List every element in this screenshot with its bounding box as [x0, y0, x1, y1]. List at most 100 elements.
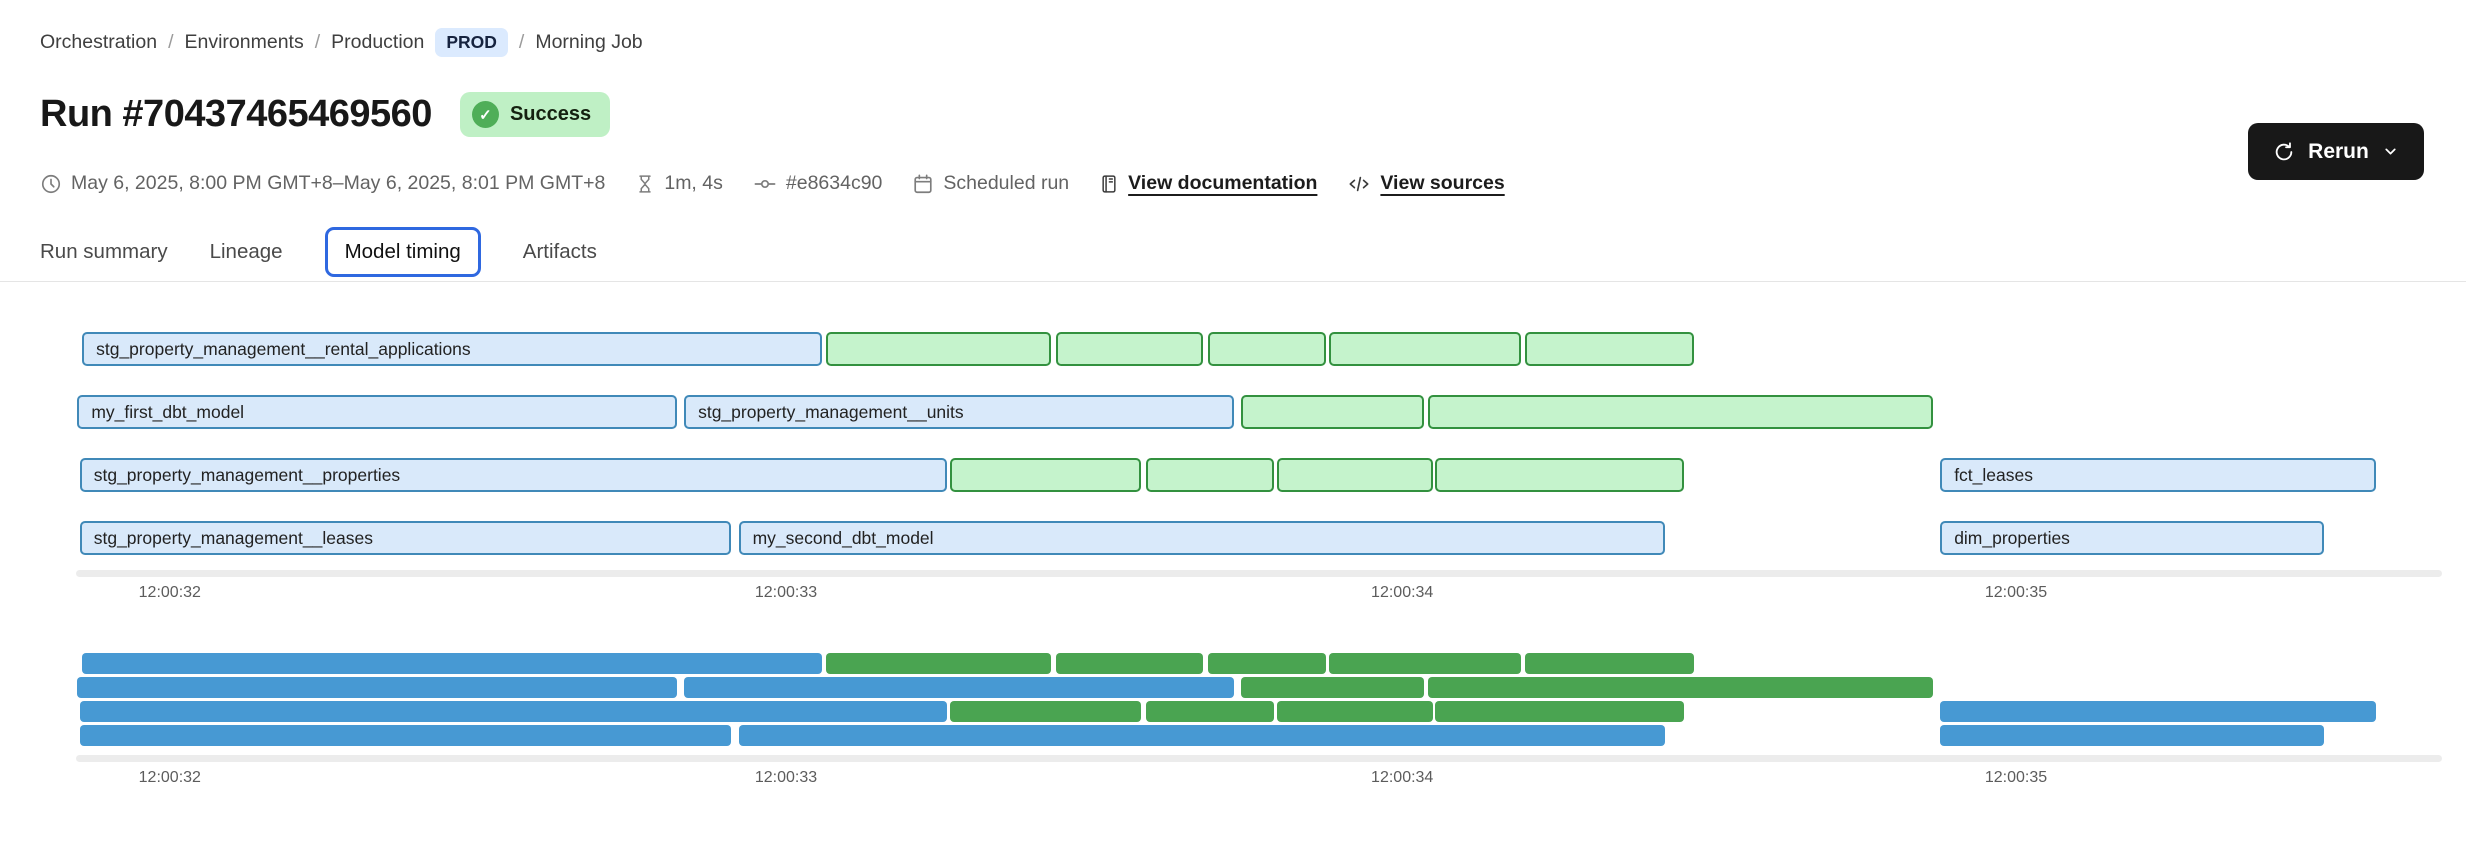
- model-bar-stg_property_management__units: [684, 677, 1234, 698]
- view-sources-link[interactable]: View sources: [1380, 172, 1505, 194]
- model-bar-my_second_dbt_model[interactable]: my_second_dbt_model: [738, 521, 1666, 555]
- timing-bar: [826, 653, 1052, 674]
- timing-bar: [1525, 653, 1694, 674]
- rerun-button[interactable]: Rerun: [2248, 123, 2424, 180]
- tab-artifacts[interactable]: Artifacts: [522, 240, 597, 263]
- minimap-row: [75, 653, 2445, 674]
- run-commit: #e8634c90: [753, 172, 883, 195]
- model-bar-stg_property_management__units[interactable]: stg_property_management__units: [684, 395, 1234, 429]
- timing-bar: [1428, 677, 1934, 698]
- breadcrumb-item-environments[interactable]: Environments: [184, 31, 304, 53]
- model-bar-stg_property_management__properties[interactable]: stg_property_management__properties: [79, 458, 948, 492]
- gantt-time-axis: 12:00:32 12:00:33 12:00:34 12:00:35: [75, 584, 2445, 606]
- timing-bar[interactable]: [1241, 395, 1424, 429]
- time-tick-label: 12:00:34: [1371, 584, 1434, 601]
- timing-bar: [949, 701, 1142, 722]
- clock-icon: [40, 173, 62, 195]
- page-title: Run #70437465469560: [40, 93, 432, 135]
- timing-bar[interactable]: [1428, 395, 1934, 429]
- refresh-icon: [2273, 141, 2295, 163]
- view-documentation[interactable]: View documentation: [1099, 172, 1317, 195]
- timing-bar[interactable]: [1207, 332, 1327, 366]
- tabs-divider: [0, 281, 2466, 282]
- timing-bar: [1276, 701, 1433, 722]
- model-bar-stg_property_management__properties: [79, 701, 948, 722]
- timing-bar: [1328, 653, 1521, 674]
- model-bar-stg_property_management__leases: [79, 725, 732, 746]
- code-icon: [1347, 173, 1371, 195]
- model-bar-dim_properties[interactable]: dim_properties: [1940, 521, 2325, 555]
- status-badge-label: Success: [509, 103, 592, 125]
- breadcrumb: Orchestration / Environments / Productio…: [40, 28, 643, 57]
- timing-bar: [1435, 701, 1685, 722]
- environment-badge: PROD: [435, 28, 508, 57]
- model-bar-my_first_dbt_model[interactable]: my_first_dbt_model: [77, 395, 677, 429]
- timing-bar: [1207, 653, 1327, 674]
- run-duration: 1m, 4s: [635, 172, 723, 195]
- calendar-icon: [912, 173, 934, 195]
- gantt-minimap[interactable]: [75, 653, 2445, 749]
- gantt-row: my_first_dbt_model stg_property_managemen…: [75, 395, 2445, 429]
- model-bar-fct_leases[interactable]: fct_leases: [1940, 458, 2377, 492]
- tab-run-summary[interactable]: Run summary: [40, 240, 168, 263]
- tab-model-timing[interactable]: Model timing: [324, 227, 481, 277]
- timing-bar[interactable]: [1328, 332, 1521, 366]
- time-tick-label: 12:00:33: [754, 769, 818, 786]
- time-tick-label: 12:00:33: [754, 584, 818, 601]
- model-bar-my_second_dbt_model: [738, 725, 1666, 746]
- run-meta-row: May 6, 2025, 8:00 PM GMT+8–May 6, 2025, …: [40, 172, 1505, 195]
- run-time-range-label: May 6, 2025, 8:00 PM GMT+8–May 6, 2025, …: [71, 172, 606, 194]
- timing-bar[interactable]: [1435, 458, 1685, 492]
- run-commit-label: #e8634c90: [785, 172, 883, 194]
- hourglass-icon: [635, 173, 655, 195]
- timing-bar[interactable]: [1146, 458, 1275, 492]
- model-timing-gantt: stg_property_management__rental_applicat…: [75, 332, 2445, 584]
- tab-lineage[interactable]: Lineage: [209, 240, 283, 263]
- gantt-horizontal-scrollbar[interactable]: [76, 570, 2442, 577]
- minimap-row: [75, 725, 2445, 746]
- view-sources[interactable]: View sources: [1347, 172, 1505, 195]
- model-bar-dim_properties: [1940, 725, 2325, 746]
- timing-bar[interactable]: [1056, 332, 1204, 366]
- run-tabs: Run summary Lineage Model timing Artifac…: [40, 227, 597, 277]
- model-bar-stg_property_management__leases[interactable]: stg_property_management__leases: [79, 521, 732, 555]
- minimap-row: [75, 677, 2445, 698]
- breadcrumb-item-morning-job[interactable]: Morning Job: [535, 31, 643, 53]
- model-bar-my_first_dbt_model: [77, 677, 677, 698]
- timing-bar: [1241, 677, 1424, 698]
- time-tick-label: 12:00:32: [138, 584, 201, 601]
- status-badge: ✓ Success: [459, 92, 611, 137]
- time-tick-label: 12:00:32: [138, 769, 201, 786]
- model-bar-stg_property_management__rental_applications[interactable]: stg_property_management__rental_applicat…: [82, 332, 822, 366]
- run-duration-label: 1m, 4s: [664, 172, 723, 194]
- check-icon: ✓: [471, 101, 499, 128]
- time-tick-label: 12:00:35: [1984, 584, 2048, 601]
- timing-bar: [1146, 701, 1275, 722]
- timing-bar: [1056, 653, 1204, 674]
- minimap-row: [75, 701, 2445, 722]
- view-documentation-link[interactable]: View documentation: [1128, 172, 1318, 194]
- timing-bar[interactable]: [1276, 458, 1433, 492]
- timing-bar[interactable]: [949, 458, 1142, 492]
- document-icon: [1099, 173, 1119, 195]
- minimap-horizontal-scrollbar[interactable]: [76, 755, 2442, 762]
- run-header: Run #70437465469560 ✓ Success: [40, 92, 611, 137]
- run-trigger-label: Scheduled run: [943, 172, 1070, 194]
- time-tick-label: 12:00:34: [1371, 769, 1434, 786]
- commit-icon: [753, 173, 777, 195]
- chevron-down-icon: [2382, 143, 2399, 160]
- minimap-time-axis: 12:00:32 12:00:33 12:00:34 12:00:35: [75, 769, 2445, 791]
- timing-bar[interactable]: [1525, 332, 1694, 366]
- time-tick-label: 12:00:35: [1984, 769, 2048, 786]
- breadcrumb-item-production[interactable]: Production: [331, 31, 425, 53]
- gantt-row: stg_property_management__properties fct_l…: [75, 458, 2445, 492]
- breadcrumb-separator: /: [168, 31, 174, 53]
- breadcrumb-item-orchestration[interactable]: Orchestration: [40, 31, 158, 53]
- model-bar-fct_leases: [1940, 701, 2377, 722]
- gantt-row: stg_property_management__leases my_second…: [75, 521, 2445, 555]
- breadcrumb-separator: /: [314, 31, 321, 53]
- run-time-range: May 6, 2025, 8:00 PM GMT+8–May 6, 2025, …: [40, 172, 605, 195]
- timing-bar[interactable]: [826, 332, 1052, 366]
- run-trigger: Scheduled run: [912, 172, 1069, 195]
- breadcrumb-separator: /: [518, 31, 525, 53]
